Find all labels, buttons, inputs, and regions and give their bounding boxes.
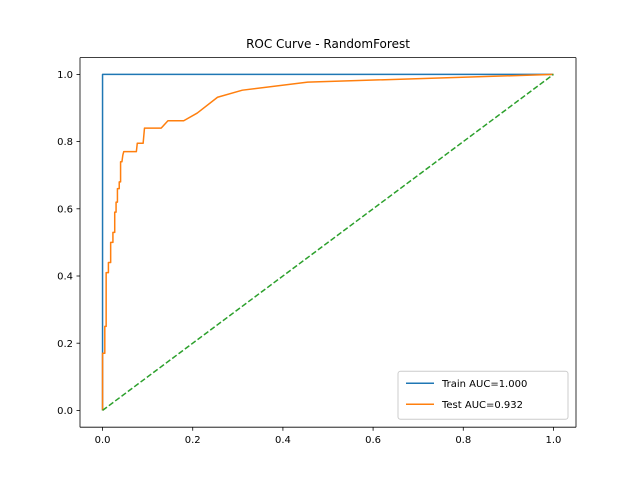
x-axis: 0.0 0.2 0.4 0.6 0.8 1.0: [95, 427, 562, 446]
y-tick-label: 0.4: [57, 272, 73, 283]
x-tick-label: 1.0: [546, 435, 562, 446]
x-tick-label: 0.4: [275, 435, 291, 446]
y-axis: 0.0 0.2 0.4 0.6 0.8 1.0: [57, 70, 80, 417]
axes-frame: [79, 57, 577, 428]
series-line-train: [101, 73, 554, 411]
legend-label-test: Test AUC=0.932: [441, 400, 523, 411]
y-tick-label: 0.0: [57, 406, 73, 417]
x-tick-label: 0.2: [185, 435, 201, 446]
legend-label-train: Train AUC=1.000: [441, 379, 527, 390]
x-tick-label: 0.6: [365, 435, 381, 446]
y-tick-label: 0.8: [57, 137, 73, 148]
x-tick-label: 0.0: [95, 435, 111, 446]
y-tick-label: 0.6: [57, 204, 73, 215]
plot-area: [79, 57, 577, 428]
series-layer: [101, 73, 554, 412]
legend-box: [397, 370, 569, 420]
series-line-test: [101, 73, 554, 411]
x-tick-label: 0.8: [455, 435, 471, 446]
y-tick-label: 1.0: [57, 70, 73, 81]
y-tick-label: 0.2: [57, 339, 73, 350]
legend: Train AUC=1.000 Test AUC=0.932: [397, 370, 569, 420]
series-line-chance: [102, 73, 554, 412]
chart-title: ROC Curve - RandomForest: [246, 37, 410, 51]
